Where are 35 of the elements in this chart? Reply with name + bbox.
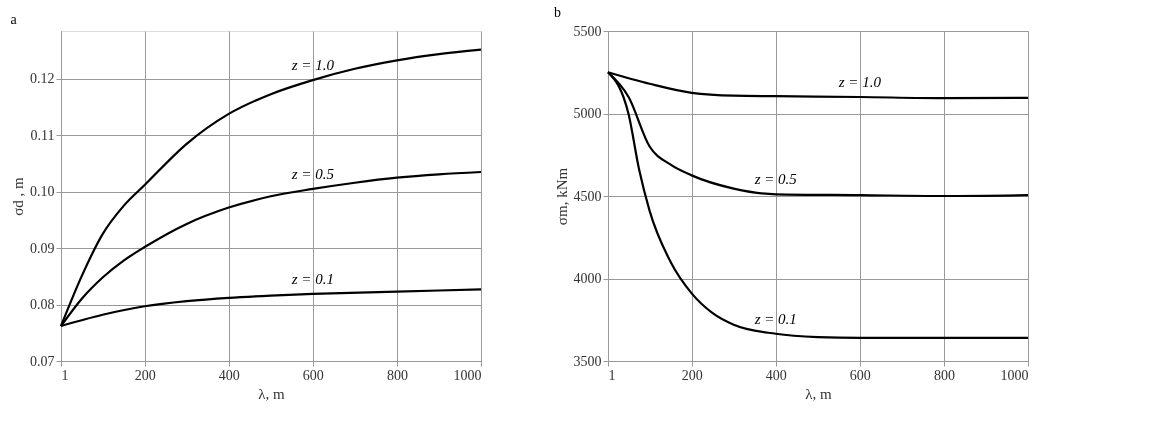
- y-tick-label: 0.10: [30, 184, 55, 200]
- x-tick-label: 1000: [453, 367, 482, 383]
- y-tick-label: 0.11: [30, 127, 55, 143]
- x-tick-label: 200: [681, 367, 703, 383]
- y-tick-label: 0.09: [30, 240, 55, 256]
- x-axis-title: λ, m: [258, 385, 286, 402]
- y-tick-label: 3500: [573, 353, 602, 369]
- y-tick-label: 5000: [573, 106, 602, 121]
- y-axis-title: σd , m: [10, 176, 26, 216]
- y-tick-label: 0.07: [30, 353, 55, 369]
- x-tick-label: 1: [608, 367, 616, 383]
- y-tick-label: 0.12: [30, 71, 55, 87]
- y-tick-label: 0.08: [30, 297, 55, 313]
- y-axis-title: σm, kNm: [553, 167, 570, 226]
- x-tick-label: 600: [849, 367, 871, 383]
- x-tick-label: 600: [302, 367, 324, 383]
- series-label: z = 1.0: [837, 74, 882, 90]
- y-tick-label: 4500: [573, 188, 602, 204]
- x-tick-label: 400: [218, 367, 240, 383]
- series-label: z = 0.5: [753, 171, 798, 188]
- x-tick-label: 400: [765, 367, 787, 383]
- chart-title: a: [10, 12, 18, 27]
- x-tick-label: 1000: [1000, 367, 1029, 383]
- x-tick-label: 200: [134, 367, 156, 383]
- x-axis-title: λ, m: [805, 385, 833, 402]
- chart-title: b: [554, 5, 561, 20]
- series-label: z = 0.5: [290, 165, 335, 182]
- series-label: z = 0.1: [290, 270, 334, 287]
- x-tick-label: 800: [933, 367, 955, 383]
- series-label: z = 0.1: [753, 310, 797, 327]
- y-tick-label: 5500: [573, 23, 602, 39]
- x-tick-label: 1: [61, 367, 69, 383]
- x-tick-label: 800: [386, 367, 408, 383]
- series-label: z = 1.0: [290, 57, 335, 74]
- y-tick-label: 4000: [573, 271, 602, 286]
